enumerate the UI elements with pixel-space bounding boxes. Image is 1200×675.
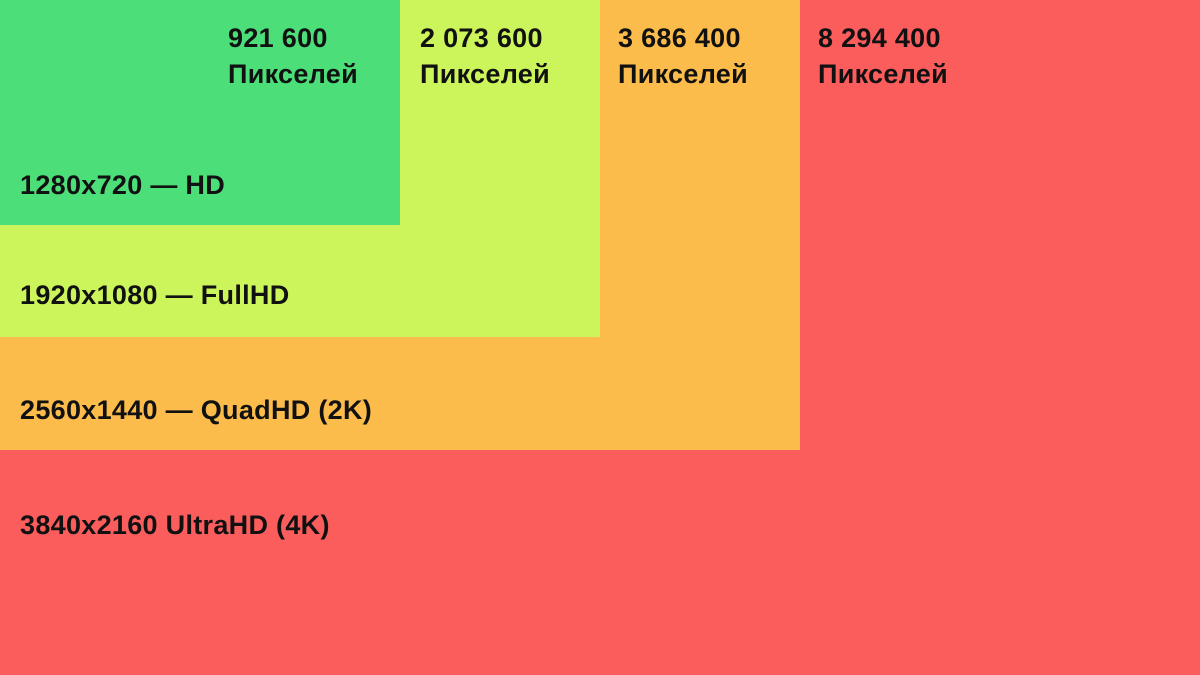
pixel-count-4k: 8 294 400 Пикселей — [818, 20, 948, 93]
pixel-count-value: 8 294 400 — [818, 23, 941, 53]
pixel-count-fullhd: 2 073 600 Пикселей — [420, 20, 550, 93]
resolution-label-fullhd: 1920x1080 — FullHD — [20, 280, 290, 311]
pixel-count-value: 2 073 600 — [420, 23, 543, 53]
pixel-count-value: 3 686 400 — [618, 23, 741, 53]
pixel-count-2k: 3 686 400 Пикселей — [618, 20, 748, 93]
pixel-count-unit: Пикселей — [420, 59, 550, 89]
pixel-count-unit: Пикселей — [228, 59, 358, 89]
pixel-count-value: 921 600 — [228, 23, 328, 53]
resolution-label-2k: 2560x1440 — QuadHD (2K) — [20, 395, 372, 426]
pixel-count-unit: Пикселей — [818, 59, 948, 89]
resolution-label-4k: 3840x2160 UltraHD (4K) — [20, 510, 330, 541]
resolution-label-hd: 1280x720 — HD — [20, 170, 225, 201]
pixel-count-hd: 921 600 Пикселей — [228, 20, 358, 93]
pixel-count-unit: Пикселей — [618, 59, 748, 89]
